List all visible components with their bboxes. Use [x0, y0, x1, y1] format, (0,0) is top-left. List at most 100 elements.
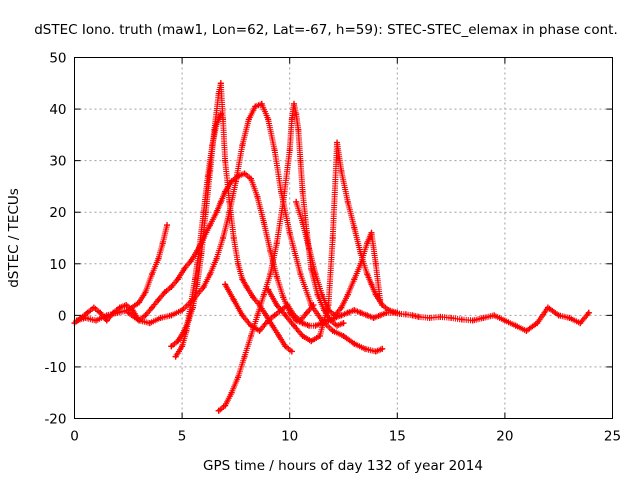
x-axis-label: GPS time / hours of day 132 of year 2014 [203, 458, 483, 474]
data-point [187, 258, 194, 265]
data-point [215, 407, 222, 414]
data-point [351, 340, 358, 347]
data-point [222, 157, 229, 164]
data-point [219, 235, 226, 241]
data-point [362, 345, 369, 352]
data-point [239, 312, 246, 319]
data-point [368, 281, 375, 288]
data-point [293, 198, 300, 205]
data-point [364, 240, 371, 247]
data-point [379, 345, 386, 352]
y-tick-label: -10 [44, 360, 66, 376]
data-point [207, 271, 214, 278]
data-point [334, 139, 341, 146]
data-point [136, 299, 143, 306]
data-point [159, 240, 166, 247]
data-point [303, 309, 310, 316]
data-point [232, 178, 239, 185]
data-point [310, 302, 317, 309]
data-point [379, 302, 386, 309]
data-point [286, 147, 293, 154]
data-point [437, 313, 444, 320]
data-point [577, 320, 584, 327]
data-point [275, 332, 282, 339]
data-point [263, 312, 270, 319]
data-point [291, 312, 298, 319]
x-tick-label: 15 [389, 429, 406, 445]
data-point [357, 260, 364, 267]
data-point [239, 276, 246, 283]
data-point [273, 302, 280, 309]
data-point [247, 322, 254, 329]
data-point [136, 317, 143, 324]
data-point [215, 90, 222, 97]
data-point [566, 314, 573, 321]
data-point [82, 314, 89, 321]
series-marker-trail [125, 100, 386, 355]
x-tick-label: 10 [281, 429, 298, 445]
data-point [168, 343, 175, 350]
data-point [344, 291, 351, 298]
data-point [93, 317, 100, 324]
data-point [370, 314, 377, 321]
data-point [271, 147, 278, 154]
y-tick-label: 50 [49, 51, 66, 67]
data-point [534, 320, 541, 327]
axis-ticks: 0 5 10 15 20 25 -20 -10 0 10 20 30 40 50 [44, 51, 621, 445]
data-point [312, 271, 319, 278]
data-point [192, 276, 199, 283]
data-point [491, 312, 498, 319]
data-point [377, 312, 384, 319]
data-point [142, 289, 149, 296]
data-point [501, 317, 508, 324]
data-point [103, 312, 110, 319]
data-series [222, 281, 317, 334]
data-point [299, 219, 306, 226]
data-point [213, 209, 220, 216]
data-point [114, 309, 121, 316]
data-series [172, 111, 224, 360]
data-point [241, 170, 248, 177]
data-point [278, 307, 285, 314]
data-point [544, 304, 551, 311]
data-point [280, 294, 287, 301]
data-point [523, 327, 530, 334]
data-point [282, 343, 289, 350]
series-marker-trail [293, 198, 384, 319]
data-point [247, 175, 254, 182]
data-point [252, 103, 259, 110]
plot-frame [74, 57, 613, 419]
data-point [297, 271, 304, 278]
data-point [146, 320, 153, 327]
data-point [282, 312, 289, 319]
series-marker-trail [172, 111, 224, 360]
data-point [230, 296, 237, 303]
data-point [338, 312, 345, 319]
data-point [245, 116, 252, 123]
data-point [222, 281, 229, 288]
data-point [364, 312, 371, 319]
y-tick-label: 30 [49, 154, 66, 170]
data-point [123, 302, 130, 309]
data-point [364, 271, 371, 278]
data-point [164, 222, 171, 229]
data-point [235, 260, 242, 267]
data-point [183, 327, 190, 334]
data-point [306, 245, 313, 252]
data-series [293, 198, 384, 319]
data-point [239, 142, 246, 149]
data-point [271, 312, 278, 319]
data-point [265, 116, 272, 123]
data-point [409, 312, 416, 319]
chart-title: dSTEC Iono. truth (maw1, Lon=62, Lat=-67… [34, 22, 618, 38]
y-tick-label: -20 [44, 412, 66, 428]
data-point [312, 322, 319, 329]
data-point [344, 198, 351, 205]
data-point [217, 111, 224, 118]
data-point [357, 309, 364, 316]
data-point [207, 222, 214, 229]
data-point [299, 332, 306, 339]
data-point [226, 209, 233, 216]
data-point [351, 276, 358, 283]
data-point [181, 265, 188, 272]
